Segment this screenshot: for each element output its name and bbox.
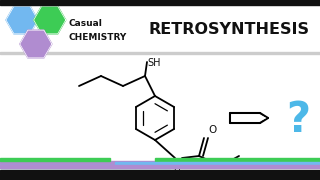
Bar [115,161,320,164]
Text: CHEMISTRY: CHEMISTRY [69,33,127,42]
Text: ?: ? [286,99,310,141]
Bar [0,161,320,163]
Polygon shape [6,6,38,34]
Text: SH: SH [147,58,161,68]
Text: O: O [208,125,216,135]
Polygon shape [231,114,267,122]
Text: RETROSYNTHESIS: RETROSYNTHESIS [148,22,309,37]
Bar [0,165,170,168]
Bar [0,158,110,161]
Bar [0,52,320,53]
Polygon shape [34,6,66,34]
Bar [155,158,320,161]
Bar [0,165,320,168]
Text: N: N [172,160,180,170]
Polygon shape [20,30,52,58]
Text: H: H [172,167,180,176]
Bar [0,170,320,180]
Text: Casual: Casual [69,19,102,28]
Bar [0,0,320,5]
